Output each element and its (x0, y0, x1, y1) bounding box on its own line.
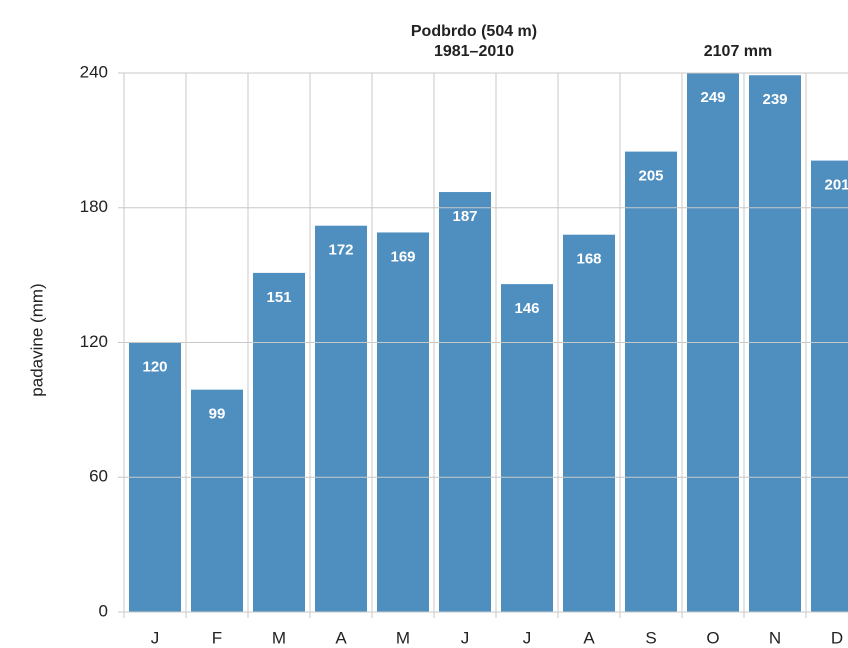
bar (253, 272, 305, 612)
value-label: 239 (762, 91, 787, 108)
chart-subtitle: 1981–2010 (434, 43, 514, 60)
value-label: 151 (266, 289, 291, 306)
bar (501, 284, 553, 612)
y-tick-label: 0 (99, 601, 108, 620)
bar (687, 73, 739, 613)
y-tick-label: 240 (80, 62, 108, 81)
bar (563, 234, 615, 612)
value-label: 120 (142, 358, 167, 375)
bar (811, 160, 848, 612)
annotation: 2107 mm (704, 43, 773, 60)
y-tick-label: 60 (89, 467, 108, 486)
chart-title: Podbrdo (504 m) (411, 23, 537, 40)
x-tick-label: J (523, 628, 532, 647)
x-tick-label: A (583, 628, 595, 647)
x-tick-label: A (335, 628, 347, 647)
value-label: 169 (390, 248, 415, 265)
bar (439, 192, 491, 612)
x-tick-label: N (769, 628, 781, 647)
value-label: 146 (514, 300, 539, 317)
x-tick-label: S (645, 628, 656, 647)
bar (315, 225, 367, 612)
x-tick-label: J (461, 628, 470, 647)
x-tick-label: M (396, 628, 410, 647)
y-axis-label: padavine (mm) (27, 283, 46, 396)
bar (191, 389, 243, 612)
y-tick-label: 120 (80, 332, 108, 351)
x-tick-label: O (706, 628, 719, 647)
bar (377, 232, 429, 612)
x-tick-label: D (831, 628, 843, 647)
x-tick-label: M (272, 628, 286, 647)
y-tick-label: 180 (80, 197, 108, 216)
x-tick-label: F (212, 628, 222, 647)
bar (749, 75, 801, 612)
value-label: 205 (638, 168, 663, 185)
value-label: 99 (209, 406, 226, 423)
value-label: 168 (576, 251, 601, 268)
x-tick-label: J (151, 628, 160, 647)
bars (129, 73, 848, 613)
value-label: 187 (452, 208, 477, 225)
value-label: 201 (824, 177, 848, 194)
value-label: 172 (328, 242, 353, 259)
bar (625, 151, 677, 612)
value-label: 249 (700, 89, 725, 106)
